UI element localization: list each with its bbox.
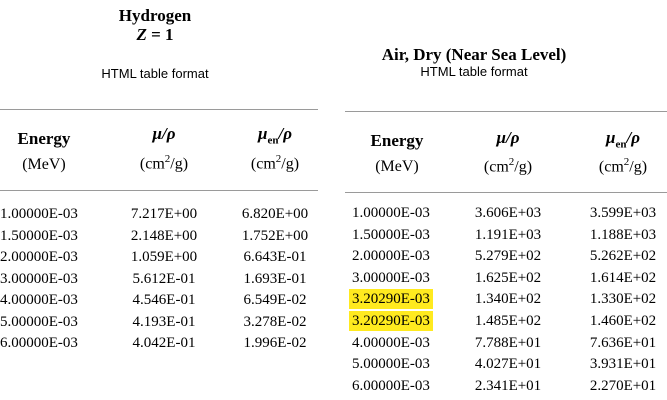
muen-rho-cell: 2.270E+01 [589, 377, 657, 394]
energy-cell: 6.00000E-03 [0, 335, 78, 351]
energy-cell: 5.00000E-03 [0, 313, 78, 330]
muen-rho-cell: 7.636E+01 [589, 334, 657, 351]
right-header-energy-unit: (MeV) [375, 158, 419, 175]
right-header-muen: μen/ρ [606, 128, 640, 151]
left-top-rule [0, 109, 318, 110]
muen-rho-cell: 3.931E+01 [589, 356, 657, 373]
energy-cell: 3.00000E-03 [0, 270, 78, 287]
muen-rho-cell: 5.262E+02 [589, 248, 657, 265]
mu-rho-cell: 7.788E+01 [474, 334, 542, 351]
mu-rho-cell: 7.217E+00 [130, 206, 198, 222]
muen-rho-cell: 6.820E+00 [241, 206, 309, 222]
muen-rho-cell: 1.188E+03 [589, 226, 657, 243]
muen-rho-cell: 1.752E+00 [241, 227, 309, 244]
right-header-muen-unit: (cm2/g) [598, 156, 648, 176]
right-header-mu-unit: (cm2/g) [483, 156, 533, 176]
muen-rho-cell: 6.549E-02 [243, 292, 307, 308]
energy-cell: 3.20290E-03 [349, 311, 433, 331]
left-title: Hydrogen [118, 6, 192, 25]
left-header-muen-unit: (cm2/g) [250, 153, 300, 173]
mu-rho-cell: 1.340E+02 [474, 291, 542, 308]
mu-rho-cell: 5.279E+02 [474, 248, 542, 265]
mu-rho-cell: 2.148E+00 [130, 227, 198, 244]
right-format-link[interactable]: HTML table format [420, 64, 528, 79]
muen-rho-cell: 1.693E-01 [243, 270, 307, 287]
left-header-energy: Energy [17, 129, 71, 148]
left-format-link[interactable]: HTML table format [101, 66, 209, 81]
energy-cell: 1.50000E-03 [352, 226, 430, 243]
mu-rho-cell: 1.485E+02 [474, 313, 542, 329]
left-header-mu: μ/ρ [152, 124, 176, 143]
right-header-mu: μ/ρ [496, 128, 520, 147]
mu-rho-cell: 1.625E+02 [474, 269, 542, 286]
mu-rho-cell: 1.059E+00 [130, 249, 198, 265]
right-header-energy: Energy [370, 131, 424, 150]
mu-rho-cell: 4.027E+01 [474, 356, 542, 373]
muen-rho-cell: 1.614E+02 [589, 269, 657, 286]
muen-rho-cell: 1.460E+02 [589, 313, 657, 329]
muen-rho-cell: 3.278E-02 [243, 313, 307, 330]
energy-cell: 4.00000E-03 [0, 292, 78, 308]
right-title: Air, Dry (Near Sea Level) [381, 45, 567, 64]
left-subtitle: Z = 1 [110, 25, 200, 44]
mu-rho-cell: 1.191E+03 [474, 226, 542, 243]
mu-rho-cell: 4.193E-01 [132, 313, 196, 330]
left-header-muen: μen/ρ [258, 124, 292, 147]
energy-cell: 2.00000E-03 [0, 249, 78, 265]
energy-cell: 3.00000E-03 [352, 269, 430, 286]
energy-cell: 6.00000E-03 [352, 377, 430, 394]
energy-cell: 3.20290E-03 [349, 289, 433, 310]
mu-rho-cell: 3.606E+03 [474, 205, 542, 221]
right-top-rule [345, 111, 667, 112]
mu-rho-cell: 2.341E+01 [474, 377, 542, 394]
muen-rho-cell: 6.643E-01 [243, 249, 307, 265]
left-header-mu-unit: (cm2/g) [139, 153, 189, 173]
energy-cell: 1.50000E-03 [0, 227, 78, 244]
left-header-rule [0, 190, 318, 191]
muen-rho-cell: 3.599E+03 [589, 205, 657, 221]
energy-cell: 1.00000E-03 [0, 206, 78, 222]
energy-cell: 2.00000E-03 [352, 248, 430, 265]
mu-rho-cell: 5.612E-01 [132, 270, 196, 287]
mu-rho-cell: 4.042E-01 [132, 335, 196, 351]
energy-cell: 5.00000E-03 [352, 356, 430, 373]
muen-rho-cell: 1.996E-02 [243, 335, 307, 351]
right-header-rule [345, 192, 667, 193]
mu-rho-cell: 4.546E-01 [132, 292, 196, 308]
left-subtitle-value: = 1 [151, 25, 174, 44]
energy-cell: 1.00000E-03 [352, 205, 430, 221]
muen-rho-cell: 1.330E+02 [589, 291, 657, 308]
left-subtitle-symbol: Z [136, 25, 147, 44]
left-header-energy-unit: (MeV) [22, 156, 66, 173]
energy-cell: 4.00000E-03 [352, 334, 430, 351]
